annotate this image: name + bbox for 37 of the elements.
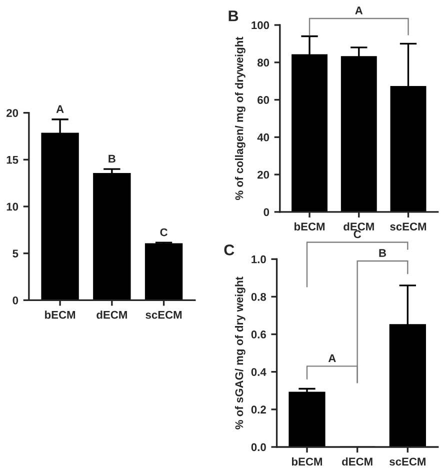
x-tick-label: dECM: [344, 222, 374, 231]
y-tick-label: 0: [12, 296, 18, 304]
y-tick-label: 60: [258, 96, 270, 104]
x-tick-label: bECM: [45, 310, 76, 319]
y-tick-label: 10: [6, 202, 18, 211]
chart-title: B: [228, 10, 238, 22]
y-tick-label: 1.0: [252, 255, 266, 264]
y-tick-label: 0.0: [251, 443, 266, 452]
x-tick-label: scECM: [146, 310, 182, 319]
text: C: [354, 230, 362, 238]
y-tick-label: 0.2: [251, 406, 266, 414]
x-tick-label: scECM: [390, 222, 426, 231]
y-axis-title: % of sGAG/ mg of dry weight: [234, 276, 246, 430]
y-tick-label: 0: [264, 208, 270, 216]
y-tick-label: 0.8: [251, 292, 266, 301]
y-tick-label: 5: [12, 250, 18, 258]
chart-title: C: [224, 244, 234, 256]
annotation: C: [160, 228, 168, 236]
x-tick-label: bECM: [292, 457, 322, 466]
y-tick-label: 0.4: [251, 368, 266, 376]
y-tick-label: 20: [258, 170, 270, 179]
x-tick-label: dECM: [342, 457, 372, 466]
y-tick-label: 100: [252, 21, 270, 30]
x-tick-label: bECM: [294, 222, 325, 231]
y-tick-label: 20: [6, 109, 18, 117]
y-tick-label: 40: [257, 133, 270, 142]
y-tick-label: 0.6: [251, 330, 266, 338]
text: A: [355, 6, 363, 14]
annotation: B: [108, 154, 116, 163]
x-tick-label: dECM: [96, 310, 127, 319]
annotation: A: [328, 354, 336, 362]
y-tick-label: 15: [6, 156, 18, 164]
text: B: [379, 249, 386, 257]
annotation: A: [56, 105, 64, 113]
y-axis-title: % of collagen/ mg of dryweight: [234, 36, 246, 200]
x-tick-label: scECM: [390, 458, 426, 466]
y-tick-label: 80: [257, 58, 270, 67]
